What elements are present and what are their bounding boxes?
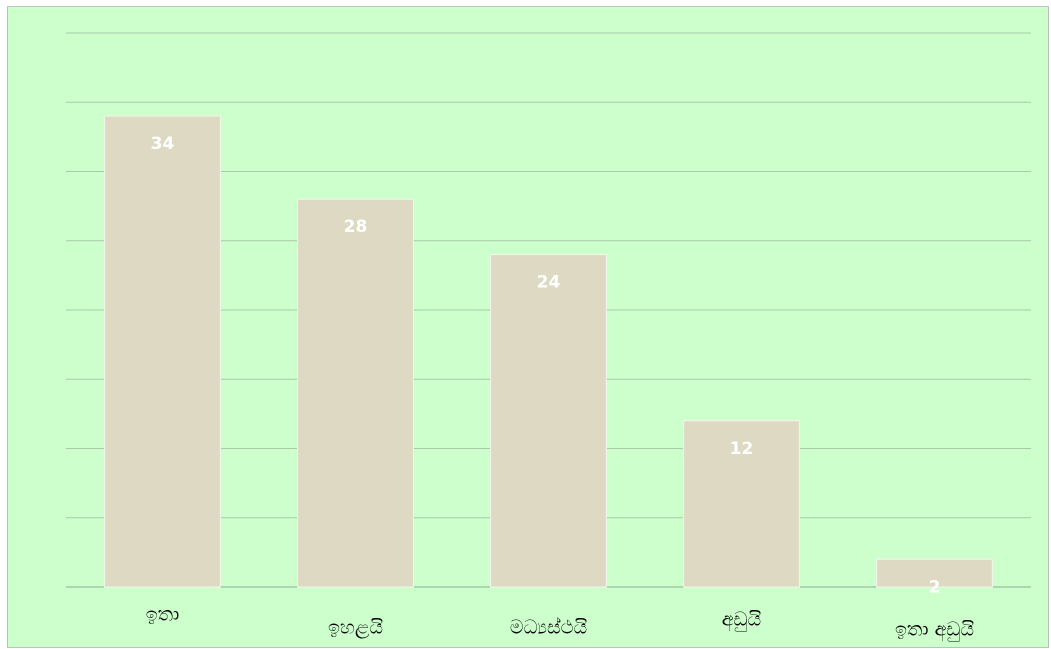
data-label: 2 [929, 577, 941, 597]
data-label: 12 [730, 439, 754, 459]
bar [683, 420, 800, 588]
bar [297, 198, 414, 588]
x-tick-label: අඩුයි [722, 609, 761, 632]
data-label: 28 [344, 217, 368, 237]
bar [104, 115, 221, 588]
bar [876, 558, 993, 588]
x-tick-label: මධ්‍යස්ථයි [510, 616, 587, 638]
x-tick-label: ඉතා [146, 604, 180, 626]
bar [490, 254, 607, 588]
x-tick-label: ඉතා අඩුයි [895, 619, 974, 642]
x-tick-label: ඉහළයි [328, 617, 383, 639]
data-label: 34 [151, 134, 175, 154]
data-label: 24 [537, 273, 561, 293]
